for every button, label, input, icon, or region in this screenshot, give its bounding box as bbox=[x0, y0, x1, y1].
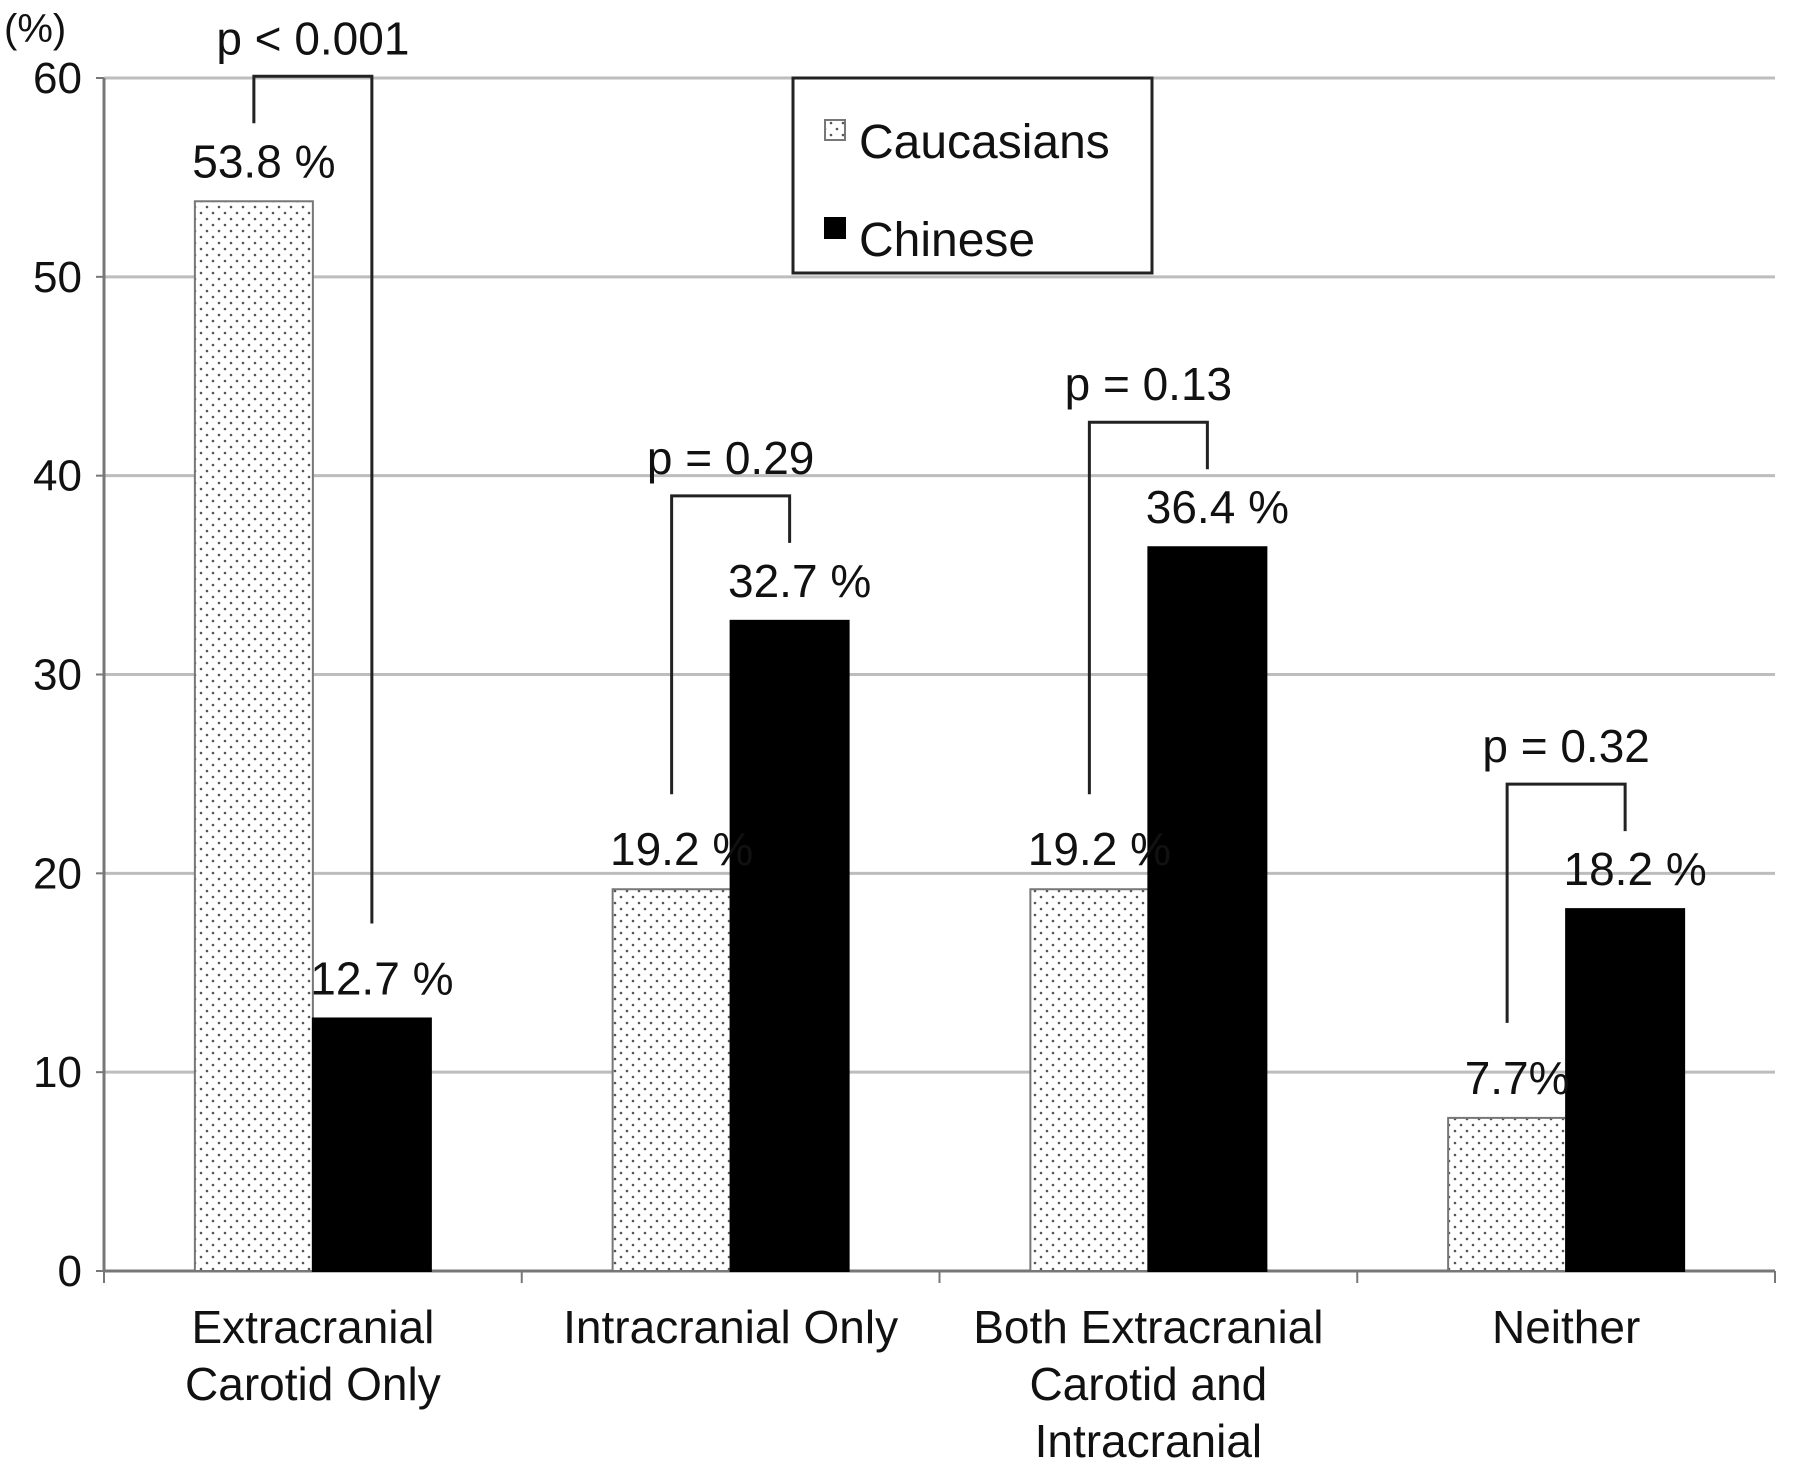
legend-swatch-chinese bbox=[824, 217, 846, 239]
y-tick-label: 50 bbox=[33, 253, 82, 302]
p-value-bracket bbox=[252, 74, 374, 924]
bar-caucasians bbox=[1447, 1116, 1568, 1272]
bars bbox=[193, 200, 1686, 1273]
data-label: 36.4 % bbox=[1146, 481, 1289, 533]
p-value-label: p = 0.32 bbox=[1482, 720, 1650, 772]
bar-chinese bbox=[1565, 908, 1686, 1273]
data-label: 7.7% bbox=[1465, 1052, 1570, 1104]
y-tick-label: 40 bbox=[33, 452, 82, 501]
y-tick-label: 20 bbox=[33, 849, 82, 898]
bar-caucasians bbox=[193, 200, 314, 1273]
data-label: 18.2 % bbox=[1564, 843, 1707, 895]
y-tick-label: 0 bbox=[58, 1247, 82, 1296]
x-category-label: Intracranial Only bbox=[563, 1301, 898, 1353]
x-category-label: Neither bbox=[1492, 1301, 1640, 1353]
data-label: 12.7 % bbox=[310, 952, 453, 1004]
data-label: 19.2 % bbox=[1028, 823, 1171, 875]
p-value-bracket bbox=[670, 494, 792, 795]
p-value-label: p = 0.29 bbox=[647, 432, 815, 484]
data-label: 32.7 % bbox=[728, 555, 871, 607]
data-label: 19.2 % bbox=[610, 823, 753, 875]
bar-chinese bbox=[729, 619, 850, 1272]
y-tick-label: 10 bbox=[33, 1048, 82, 1097]
y-tick-label: 30 bbox=[33, 651, 82, 700]
legend: Caucasians Chinese bbox=[791, 76, 1154, 275]
p-value-bracket bbox=[1087, 420, 1209, 795]
x-category-label: Carotid Only bbox=[185, 1358, 441, 1410]
p-value-label: p < 0.001 bbox=[216, 12, 409, 64]
p-value-label: p = 0.13 bbox=[1065, 358, 1233, 410]
x-category-label: Carotid and bbox=[1029, 1358, 1267, 1410]
bar-chinese bbox=[1147, 546, 1268, 1272]
p-value-bracket bbox=[1505, 782, 1627, 1023]
legend-label: Chinese bbox=[859, 214, 1035, 267]
bar-chinese bbox=[311, 1017, 432, 1273]
x-category-label: Both Extracranial bbox=[973, 1301, 1323, 1353]
data-label: 53.8 % bbox=[192, 135, 335, 187]
legend-box bbox=[791, 76, 1154, 275]
bar-caucasians bbox=[611, 888, 732, 1272]
x-category-label: Extracranial bbox=[191, 1301, 434, 1353]
y-axis-unit-label: (%) bbox=[4, 7, 66, 51]
bar-caucasians bbox=[1029, 888, 1150, 1272]
x-category-label: Intracranial bbox=[1035, 1415, 1263, 1467]
y-tick-label: 60 bbox=[33, 54, 82, 103]
legend-swatch-caucasians bbox=[824, 119, 846, 141]
labels: 53.8 %12.7 %p < 0.001ExtracranialCarotid… bbox=[185, 12, 1707, 1467]
legend-label: Caucasians bbox=[859, 116, 1110, 169]
